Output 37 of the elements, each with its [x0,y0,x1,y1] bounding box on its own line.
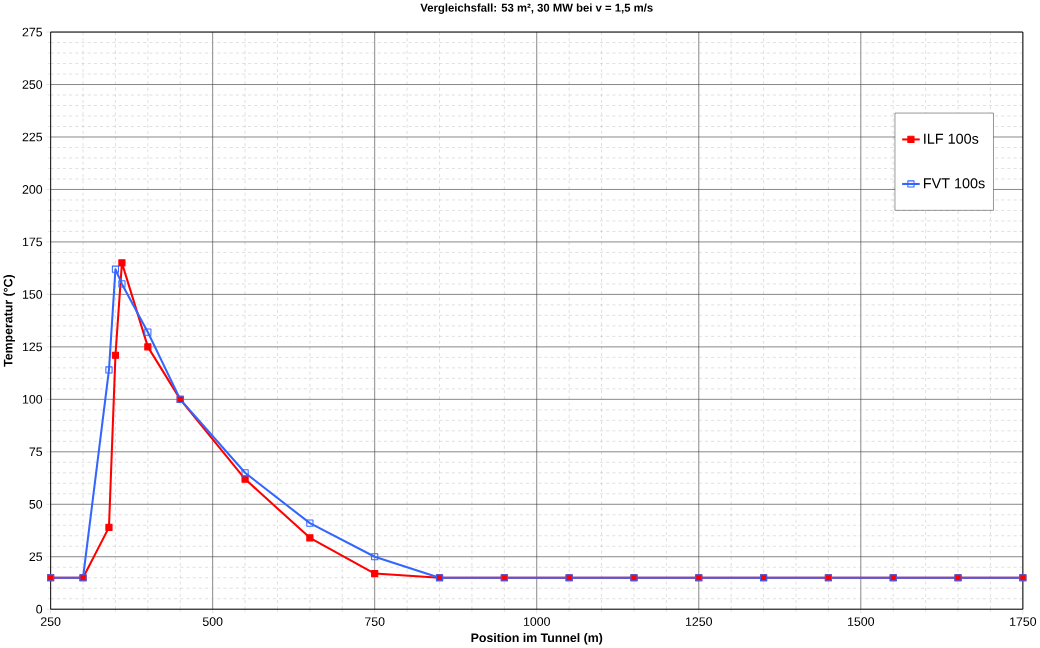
x-tick-label: 1250 [685,617,713,626]
y-tick-label: 50 [29,499,43,509]
legend-label: ILF 100s [924,133,979,144]
y-tick-label: 25 [29,552,43,562]
point [111,265,120,273]
point [144,343,152,351]
point [306,534,314,542]
x-tick-label: 1750 [1010,617,1037,626]
x-tick-label: 1000 [523,617,550,626]
point [241,469,249,477]
x-tick-label: 500 [202,617,223,626]
point [105,523,113,531]
point [306,519,314,527]
point [105,366,113,374]
y-tick-label: 200 [22,185,43,194]
x-tick-label: 750 [365,617,385,626]
y-axis-title: Temperatur (°C) [3,275,15,367]
y-tick-label: 250 [22,80,43,89]
y-tick-label: 75 [29,447,43,457]
point [371,569,379,578]
y-tick-label: 150 [22,290,43,299]
point [118,280,126,288]
x-axis-title: Position im Tunnel (m) [471,633,603,645]
point [111,351,120,359]
x-tick-label: 250 [40,617,61,626]
point [371,553,379,561]
x-tick-label: 1500 [848,617,875,626]
y-tick-label: 100 [22,394,43,404]
y-tick-label: 225 [22,132,43,142]
y-tick-label: 175 [22,237,43,247]
y-tick-label: 275 [22,27,43,37]
point [118,259,126,267]
point [144,328,152,336]
y-tick-label: 0 [36,604,43,614]
chart-title: Vergleichsfall: 53 m², 30 MW bei v = 1,5 m/s [420,3,653,15]
legend-label: FVT 100s [923,178,985,189]
y-tick-label: 125 [22,342,43,352]
